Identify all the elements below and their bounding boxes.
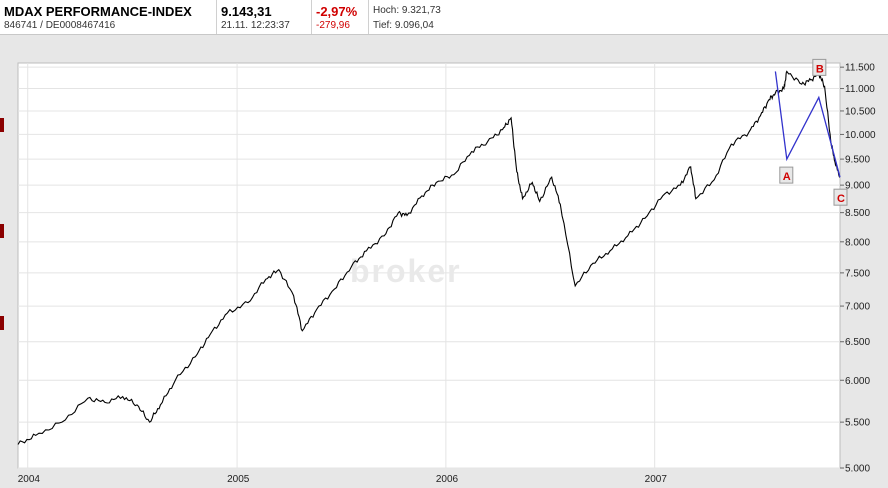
x-axis: 2004 2005 2006 2007 [18, 474, 668, 485]
plot-area [17, 62, 841, 469]
x-tick-label: 2005 [227, 474, 250, 485]
wave-label-box-b [812, 58, 827, 76]
y-tick-label: 6.000 [845, 376, 870, 387]
y-tick-label: 9.500 [845, 155, 870, 166]
quote-header: MDAX PERFORMANCE-INDEX 846741 / DE000846… [0, 0, 888, 35]
index-price-line [17, 70, 841, 445]
y-tick-label: 8.000 [845, 237, 870, 248]
wave-label-c: C [837, 193, 845, 205]
wave-label-a: A [783, 171, 791, 183]
day-high: Hoch: 9.321,73 [373, 5, 441, 16]
y-tick-label: 8.500 [845, 208, 870, 219]
abc-wave-line [774, 71, 841, 178]
x-tick-label: 2007 [645, 474, 668, 485]
y-tick-label: 5.000 [845, 464, 870, 475]
series-layer [17, 70, 841, 445]
wave-label-b: B [816, 63, 824, 75]
range-cell: Hoch: 9.321,73 Tief: 9.096,04 [369, 0, 479, 34]
y-tick-label: 7.000 [845, 302, 870, 313]
annotation-layer: A B C [774, 58, 848, 206]
change-percent: -2,97% [316, 4, 358, 19]
price-cell: 9.143,31 21.11. 12:23:37 [217, 0, 312, 34]
x-tick-label: 2006 [436, 474, 459, 485]
y-tick-label: 10.500 [845, 106, 876, 117]
left-marker [0, 224, 4, 238]
grid-lines [18, 63, 840, 469]
y-tick-label: 10.000 [845, 130, 876, 141]
y-tick-label: 9.000 [845, 181, 870, 192]
y-tick-label: 11.500 [845, 63, 875, 74]
day-low: Tief: 9.096,04 [373, 20, 434, 31]
y-tick-label: 11.000 [845, 84, 875, 95]
x-tick-label: 2004 [18, 474, 41, 485]
change-absolute: -279,96 [316, 20, 350, 31]
y-tick-label: 5.500 [845, 418, 870, 429]
change-cell: -2,97% -279,96 [312, 0, 369, 34]
instrument-name: MDAX PERFORMANCE-INDEX [4, 4, 192, 19]
quote-datetime: 21.11. 12:23:37 [221, 20, 290, 31]
y-tick-label: 7.500 [845, 268, 870, 279]
instrument-ids: 846741 / DE0008467416 [4, 20, 116, 31]
broker-watermark: broker [350, 253, 462, 289]
wave-label-box-a [779, 166, 794, 184]
left-marker [0, 316, 4, 330]
last-price: 9.143,31 [221, 4, 272, 19]
y-tick-label: 6.500 [845, 337, 870, 348]
y-axis: 5.000 5.500 6.000 6.500 7.000 7.500 8.000 8.500… [840, 63, 876, 475]
left-marker [0, 118, 4, 132]
wave-label-box-c [833, 188, 848, 206]
instrument-cell: MDAX PERFORMANCE-INDEX 846741 / DE000846… [0, 0, 217, 34]
